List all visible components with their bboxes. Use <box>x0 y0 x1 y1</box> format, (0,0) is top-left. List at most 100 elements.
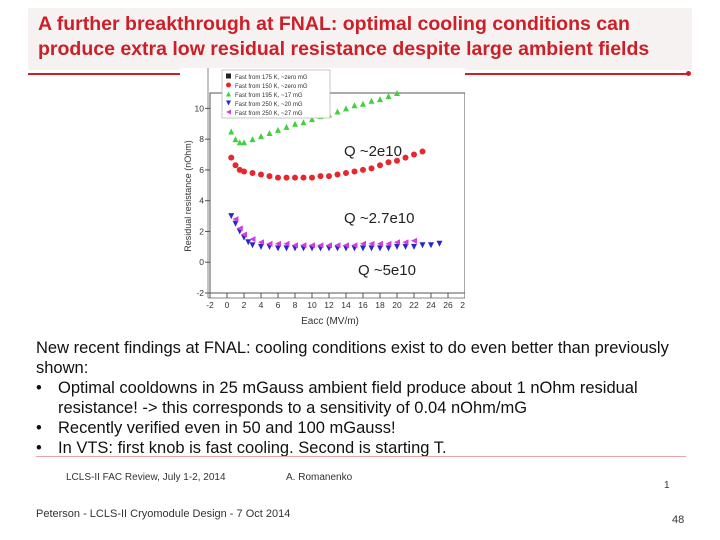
x-tick-label: 6 <box>276 300 281 310</box>
data-point-red <box>228 154 235 161</box>
y-tick-label: 4 <box>199 196 204 206</box>
data-point-red <box>317 173 324 180</box>
y-tick-label: 0 <box>199 257 204 267</box>
data-point-magenta <box>249 236 256 243</box>
data-point-magenta <box>232 216 239 223</box>
x-tick-label: 22 <box>409 300 419 310</box>
plot-frame <box>209 92 465 294</box>
data-point-green <box>368 97 375 104</box>
x-tick-label: 8 <box>293 300 298 310</box>
y-tick-label: 6 <box>199 165 204 175</box>
data-point-blue <box>436 240 443 247</box>
data-point-red <box>241 168 247 175</box>
data-point-magenta <box>241 231 247 238</box>
data-point-red <box>266 173 273 180</box>
data-point-green <box>249 136 256 143</box>
x-tick-label: 4 <box>259 300 264 310</box>
data-point-red <box>283 174 290 181</box>
data-point-magenta <box>292 242 298 249</box>
bullet-item: Optimal cooldowns in 25 mGauss ambient f… <box>36 378 696 418</box>
x-tick-label: -2 <box>206 300 214 310</box>
data-point-red <box>419 148 426 155</box>
data-point-red <box>249 170 256 176</box>
data-point-green <box>360 100 366 107</box>
legend-marker <box>226 91 231 97</box>
data-point-red <box>360 166 366 173</box>
data-point-green <box>351 102 358 109</box>
x-tick-label: 0 <box>225 300 230 310</box>
legend-marker <box>226 73 231 79</box>
data-point-red <box>309 174 315 181</box>
data-point-magenta <box>411 237 417 244</box>
annotation-q3: Q ~5e10 <box>358 262 416 279</box>
y-tick-label: 10 <box>195 103 205 113</box>
data-point-green <box>292 120 298 127</box>
data-point-red <box>292 174 298 181</box>
x-tick-label: 12 <box>324 300 334 310</box>
data-point-green <box>309 116 315 123</box>
body-intro: New recent findings at FNAL: cooling con… <box>36 339 669 377</box>
data-point-green <box>266 130 273 136</box>
data-point-green <box>394 90 400 96</box>
data-point-red <box>385 159 392 166</box>
legend-label: Fast from 250 K, ~20 mG <box>235 102 303 108</box>
data-point-green <box>343 105 349 112</box>
data-point-red <box>258 171 264 178</box>
x-tick-label: 16 <box>358 300 368 310</box>
x-axis-label: Eacc (MV/m) <box>301 316 359 327</box>
data-point-green <box>258 133 264 140</box>
data-point-blue <box>368 245 375 252</box>
data-point-blue <box>428 242 434 249</box>
slide-footer: Peterson - LCLS-II Cryomodule Design - 7… <box>36 508 291 520</box>
data-point-magenta <box>317 242 324 249</box>
data-point-magenta <box>368 240 375 247</box>
x-tick-label: 10 <box>307 300 317 310</box>
data-point-magenta <box>309 242 315 249</box>
data-point-green <box>232 136 239 143</box>
data-point-magenta <box>402 239 409 246</box>
data-point-magenta <box>326 242 332 249</box>
x-tick-label: 18 <box>375 300 385 310</box>
data-point-magenta <box>300 242 307 249</box>
data-point-blue <box>411 243 417 250</box>
inner-footer-rule <box>36 456 686 457</box>
data-point-red <box>368 165 375 172</box>
data-point-red <box>377 162 383 169</box>
legend-marker <box>226 82 231 88</box>
data-point-red <box>343 170 349 176</box>
inner-footer-author: A. Romanenko <box>286 472 353 483</box>
data-point-blue <box>232 220 239 227</box>
y-tick-label: -2 <box>196 288 204 298</box>
data-point-blue <box>283 245 290 252</box>
data-point-blue <box>377 245 383 252</box>
bullet-item: In VTS: first knob is fast cooling. Seco… <box>36 438 696 458</box>
data-point-magenta <box>334 242 341 249</box>
legend-marker <box>226 109 231 115</box>
bullet-item: Recently verified even in 50 and 100 mGa… <box>36 418 696 438</box>
data-point-green <box>236 139 243 146</box>
legend-label: Fast from 150 K, ~zero mG <box>235 84 308 90</box>
data-point-blue <box>249 242 256 249</box>
annotation-q2: Q ~2.7e10 <box>344 210 414 227</box>
chart-legend: Fast from 175 K, ~zero mG Fast from 150 K… <box>221 69 331 119</box>
data-point-green <box>377 96 383 103</box>
data-point-magenta <box>385 240 392 247</box>
title-background <box>28 8 692 70</box>
data-point-blue <box>258 243 264 250</box>
x-tick-label: 14 <box>341 300 351 310</box>
data-point-red <box>394 157 400 164</box>
data-point-magenta <box>343 242 349 249</box>
inner-slide-footer: LCLS-II FAC Review, July 1-2, 2014 A. Ro… <box>36 456 686 496</box>
inner-footer-page: 1 <box>664 480 670 491</box>
data-point-blue <box>360 245 366 252</box>
legend-box <box>221 69 331 119</box>
data-point-blue <box>419 242 426 249</box>
data-point-green <box>385 93 392 100</box>
data-point-magenta <box>275 240 281 247</box>
data-point-red <box>275 174 281 181</box>
y-tick-label: 2 <box>199 226 204 236</box>
legend-label: Fast from 175 K, ~zero mG <box>235 75 308 81</box>
inner-footer-event: LCLS-II FAC Review, July 1-2, 2014 <box>66 472 226 483</box>
data-point-red <box>411 151 417 158</box>
